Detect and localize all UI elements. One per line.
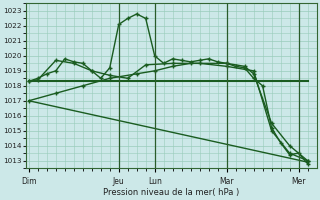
X-axis label: Pression niveau de la mer( hPa ): Pression niveau de la mer( hPa ) [103,188,239,197]
